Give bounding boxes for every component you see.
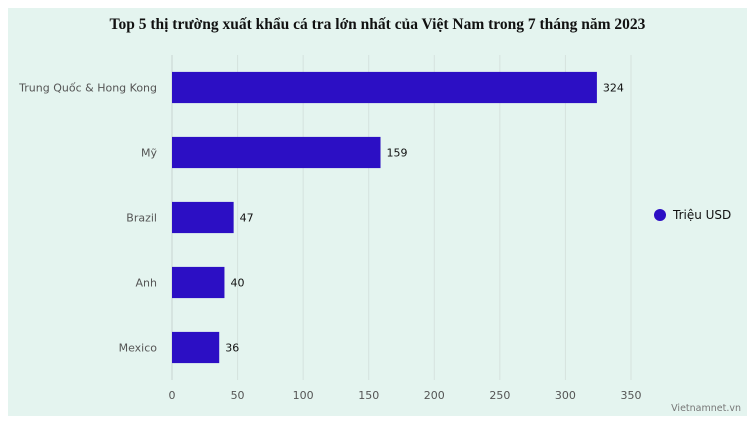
legend-marker bbox=[654, 209, 666, 221]
category-label: Brazil bbox=[126, 212, 157, 225]
value-label: 159 bbox=[387, 147, 408, 160]
bar[interactable] bbox=[172, 136, 381, 169]
bar[interactable] bbox=[172, 266, 225, 299]
category-label: Mexico bbox=[119, 342, 158, 355]
chart-title: Top 5 thị trường xuất khẩu cá tra lớn nh… bbox=[109, 16, 646, 33]
value-labels: 324 159 47 40 36 bbox=[225, 82, 624, 355]
x-tick-label: 200 bbox=[424, 389, 445, 402]
x-tick-label: 100 bbox=[293, 389, 314, 402]
value-label: 36 bbox=[225, 342, 239, 355]
category-labels: Trung Quốc & Hong Kong Mỹ Brazil Anh Mexico bbox=[18, 82, 157, 355]
x-tick-label: 50 bbox=[231, 389, 245, 402]
x-tick-label: 250 bbox=[489, 389, 510, 402]
x-axis-ticks: 0 50 100 150 200 250 300 350 bbox=[169, 389, 642, 402]
bar[interactable] bbox=[172, 201, 234, 234]
bar[interactable] bbox=[172, 71, 597, 104]
category-label: Trung Quốc & Hong Kong bbox=[18, 82, 157, 95]
bar[interactable] bbox=[172, 331, 220, 364]
x-tick-label: 150 bbox=[358, 389, 379, 402]
category-label: Mỹ bbox=[141, 147, 157, 160]
bars bbox=[172, 71, 597, 364]
x-tick-label: 0 bbox=[169, 389, 176, 402]
value-label: 47 bbox=[240, 212, 254, 225]
value-label: 40 bbox=[230, 277, 244, 290]
value-label: 324 bbox=[603, 82, 624, 95]
category-label: Anh bbox=[136, 277, 157, 290]
x-tick-label: 300 bbox=[555, 389, 576, 402]
legend[interactable]: Triệu USD bbox=[654, 208, 731, 222]
legend-label: Triệu USD bbox=[672, 208, 731, 222]
x-tick-label: 350 bbox=[621, 389, 642, 402]
credit-text: Vietnamnet.vn bbox=[671, 403, 741, 414]
